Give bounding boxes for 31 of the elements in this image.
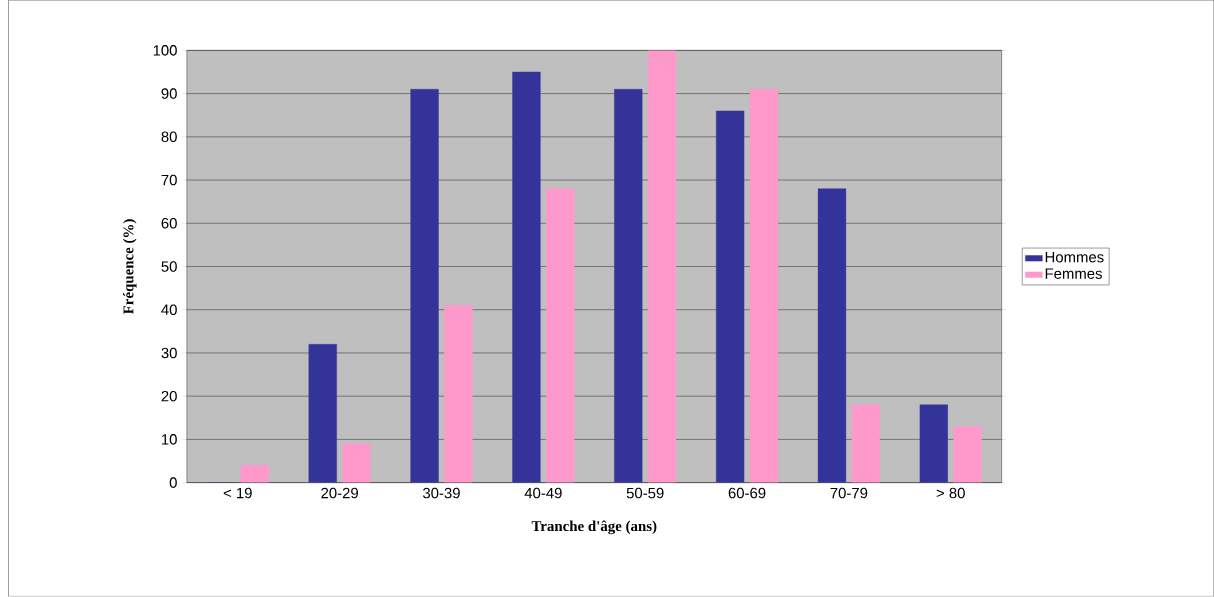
y-tick-label: 0 — [169, 477, 177, 489]
bar — [953, 426, 982, 483]
y-tick-label: 50 — [161, 261, 177, 272]
legend-label: Femmes — [1045, 268, 1102, 280]
x-tick-label: 40-49 — [524, 487, 562, 499]
x-axis-title: Tranche d'âge (ans) — [531, 520, 657, 535]
x-tick-label: > 80 — [936, 487, 965, 499]
x-tick-label: < 19 — [223, 487, 252, 499]
y-tick-label: 20 — [161, 391, 177, 402]
bar — [647, 50, 677, 483]
y-tick-label: 70 — [161, 174, 177, 186]
x-tick-label: 20-29 — [321, 487, 358, 499]
x-tick-label: 30-39 — [422, 487, 460, 499]
x-tick-label: 50-59 — [626, 487, 664, 499]
x-tick-label: 60-69 — [728, 487, 766, 499]
bar — [342, 443, 371, 483]
y-tick-label: 60 — [161, 218, 177, 229]
bar — [240, 465, 269, 483]
bar — [851, 404, 880, 483]
x-tick-label: 70-79 — [830, 487, 868, 499]
y-axis-title: Fréquence (%) — [122, 219, 137, 315]
y-tick-label: 100 — [153, 45, 177, 56]
bar — [444, 305, 473, 483]
bar — [546, 188, 575, 483]
legend-label: Hommes — [1045, 252, 1104, 263]
y-tick-label: 10 — [162, 434, 177, 445]
y-tick-label: 80 — [161, 131, 177, 143]
y-tick-label: 30 — [161, 347, 177, 359]
y-tick-label: 40 — [161, 304, 177, 316]
y-tick-label: 90 — [161, 88, 177, 100]
bar — [749, 89, 779, 483]
